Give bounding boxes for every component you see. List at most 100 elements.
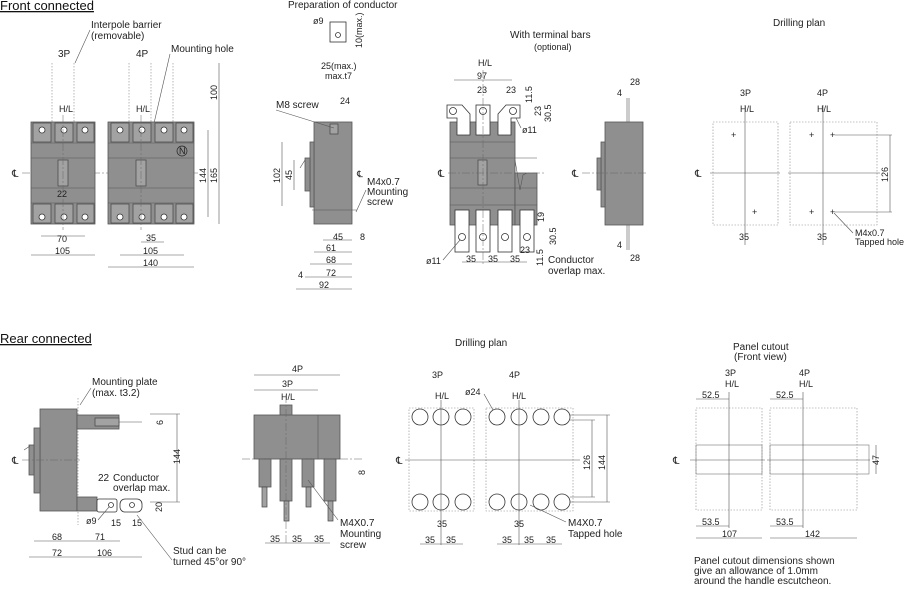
conductor-max-thickness: max.t7 [325, 71, 352, 81]
dim-45: 45 [333, 232, 343, 242]
dim-35: 35 [146, 233, 156, 243]
dim-35-a: 35 [466, 254, 476, 264]
drilling-plan-rear [405, 400, 610, 545]
panel-cutout-subtitle: (Front view) [734, 352, 787, 363]
dim-35-4p-a: 35 [502, 535, 512, 545]
centerline-symbol: ℄ [395, 456, 403, 467]
dim-11-5-top: 11.5 [524, 86, 534, 103]
terminal-bars-subtitle: (optional) [534, 42, 572, 52]
conductor-overlap-label-2: overlap max. [548, 266, 605, 277]
dim-72: 72 [326, 268, 336, 278]
svg-text:+: + [830, 207, 835, 217]
breaker-4p-front: N [107, 115, 195, 230]
centerline-symbol: ℄ [694, 169, 702, 180]
side-dim-4-bottom: 4 [617, 240, 622, 250]
dim-6: 6 [155, 420, 165, 425]
dim-72: 72 [52, 548, 62, 558]
stud-rotation-label-2: turned 45°or 90° [173, 557, 246, 568]
rear-connected-side-view [23, 398, 180, 525]
label-4p: 4P [136, 49, 149, 60]
dim-140: 140 [143, 258, 158, 268]
dim-71: 71 [95, 532, 105, 542]
handle-center-marker: H/L [281, 392, 295, 402]
panel-cutout-note-3: around the handle escutcheon. [694, 576, 831, 587]
dim-47: 47 [871, 455, 881, 465]
label-3p: 3P [58, 49, 71, 60]
dim-35-4p: 35 [817, 232, 827, 242]
dim-61: 61 [326, 243, 336, 253]
stud-diameter: ø9 [86, 516, 97, 526]
mounting-screw-label-1: M4X0.7 [340, 518, 375, 529]
label-4p-width: 4P [292, 364, 303, 374]
dim-23-d: 23 [520, 245, 530, 255]
handle-center-marker: H/L [740, 104, 754, 114]
dim-144: 144 [597, 455, 607, 470]
panel-cutout-title: Panel cutout [733, 342, 789, 353]
conductor-max-10: 10(max.) [354, 12, 364, 48]
dim-22: 22 [98, 473, 110, 484]
tapped-hole-label-2: Tapped hole [855, 237, 904, 247]
interpole-barrier-label-2: (removable) [91, 31, 144, 42]
dim-30-5-bottom: 30.5 [548, 227, 558, 245]
label-3p: 3P [432, 370, 443, 380]
dim-35-4p-b: 35 [524, 535, 534, 545]
dia-11-bottom: ø11 [426, 256, 441, 266]
svg-text:+: + [809, 207, 814, 217]
centerline-symbol: ℄ [571, 169, 579, 180]
section-title-front-connected: Front connected [0, 0, 94, 13]
interpole-barrier-label: Interpole barrier [91, 20, 162, 31]
dim-15-b: 15 [132, 518, 142, 528]
dim-8: 8 [357, 470, 367, 475]
mounting-plate-label-1: Mounting plate [92, 377, 158, 388]
mounting-screw-label-2: Mounting [340, 529, 381, 540]
dim-35-c: 35 [510, 254, 520, 264]
rear-connected-front-view [242, 395, 362, 545]
dim-107: 107 [722, 529, 737, 539]
dim-20: 20 [154, 502, 164, 512]
label-3p: 3P [740, 88, 751, 98]
label-4p: 4P [799, 368, 810, 378]
dim-35-4p-top: 35 [514, 519, 524, 529]
centerline-symbol: ℄ [672, 456, 680, 467]
handle-center-marker: H/L [59, 104, 73, 114]
dia-11-top: ø11 [522, 125, 537, 135]
dim-144: 144 [198, 168, 208, 183]
dim-126: 126 [582, 455, 592, 470]
centerline-symbol: ℄ [437, 169, 445, 180]
dim-8: 8 [360, 232, 365, 242]
conductor-overlap-label-1: Conductor [548, 255, 595, 266]
terminal-bars-title: With terminal bars [510, 30, 591, 41]
handle-center-marker: H/L [136, 104, 150, 114]
conductor-overlap-label-1: Conductor [113, 473, 160, 484]
mounting-screw-label-3: screw [367, 197, 394, 208]
mounting-screw-label-1: M4x0.7 [367, 177, 400, 188]
breaker-3p-front [30, 115, 96, 230]
svg-text:+: + [731, 130, 736, 140]
label-3p: 3P [725, 368, 736, 378]
panel-cutout-note-1: Panel cutout dimensions shown [694, 556, 835, 567]
centerline-symbol: ℄ [11, 456, 19, 467]
hole-diameter: ø24 [465, 387, 481, 397]
dim-45-vertical: 45 [284, 170, 294, 180]
drilling-plan-title: Drilling plan [773, 18, 825, 29]
conductor-prep-title: Preparation of conductor [288, 0, 398, 11]
dim-35-b: 35 [292, 534, 302, 544]
dim-35-3p-a: 35 [425, 535, 435, 545]
svg-text:+: + [830, 130, 835, 140]
dim-24: 24 [340, 96, 350, 106]
dim-22: 22 [57, 189, 67, 199]
dim-53-5-3p: 53.5 [702, 517, 720, 527]
conductor-max-25: 25(max.) [321, 61, 357, 71]
m8-screw-label: M8 screw [276, 100, 320, 111]
handle-center-marker: H/L [478, 58, 492, 68]
label-3p-width: 3P [282, 379, 293, 389]
dim-97: 97 [477, 71, 487, 81]
dim-19: 19 [536, 212, 546, 222]
label-4p: 4P [509, 370, 520, 380]
conductor-tip [329, 21, 347, 43]
dim-35-3p-b: 35 [446, 535, 456, 545]
dim-35-4p-c: 35 [546, 535, 556, 545]
dim-35-b: 35 [488, 254, 498, 264]
drilling-plan-front: + + + + + + [710, 105, 892, 245]
